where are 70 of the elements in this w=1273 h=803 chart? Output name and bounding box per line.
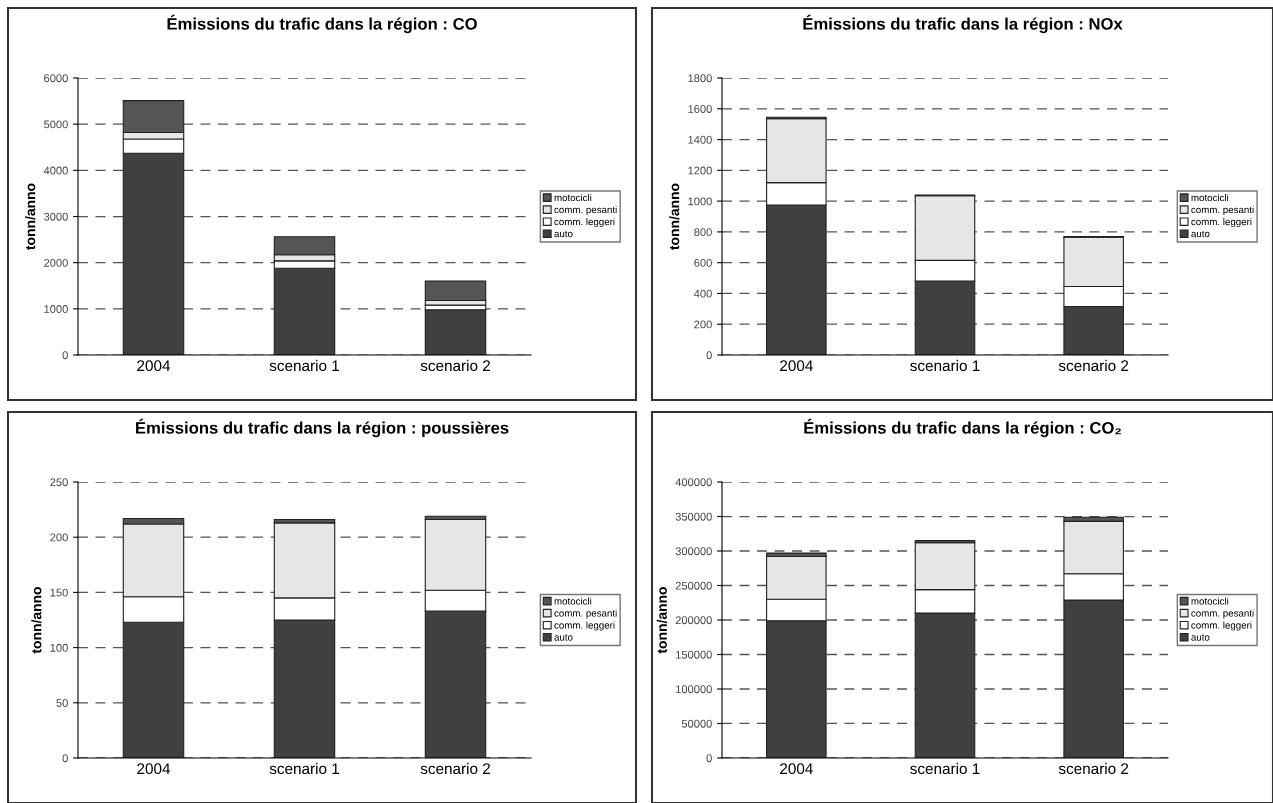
x-tick-label: 2004 — [137, 763, 171, 775]
chart-title: Émissions du trafic dans la région : poussières — [136, 418, 509, 438]
y-axis-title: tonn/anno — [25, 183, 36, 250]
y-tick-label: 50 — [56, 699, 68, 707]
chart-title: Émissions du trafic dans la région : NOx — [803, 14, 1123, 34]
x-tick-label: scenario 2 — [1058, 762, 1129, 775]
y-tick-label: 0 — [706, 754, 712, 763]
y-tick-label: 200000 — [675, 616, 712, 625]
y-tick-label: 150000 — [676, 650, 712, 659]
y-tick-label: 100 — [50, 643, 68, 652]
y-tick-label: 1000 — [688, 197, 712, 206]
y-tick-label: 50000 — [681, 719, 712, 728]
legend-label: auto — [554, 230, 573, 238]
y-tick-label: 2000 — [44, 258, 68, 267]
y-tick-label: 400 — [694, 289, 712, 298]
bar — [424, 280, 487, 302]
legend-label: comm. leggeri — [1191, 218, 1252, 228]
x-tick-label: scenario 1 — [269, 359, 339, 372]
legend-label: auto — [1191, 230, 1210, 238]
y-axis-title: tonn/anno — [31, 586, 42, 654]
legend-label: comm. pesanti — [554, 609, 617, 619]
y-tick-label: 200 — [50, 533, 68, 542]
bar — [424, 309, 487, 355]
x-tick-label: scenario 2 — [1058, 359, 1129, 372]
x-tick-label: 2004 — [137, 360, 171, 372]
y-tick-label: 100000 — [676, 685, 712, 694]
legend-label: motocicli — [554, 193, 592, 202]
y-tick-label: 4000 — [43, 166, 68, 175]
legend-label: comm. leggeri — [1191, 621, 1252, 631]
y-tick-label: 350000 — [675, 512, 712, 521]
legend-label: motocicli — [554, 597, 592, 605]
y-tick-label: 1600 — [688, 105, 712, 113]
chart-title: Émissions du trafic dans la région : CO₂ — [804, 418, 1121, 438]
y-tick-label: 0 — [62, 754, 68, 763]
y-tick-label: 3000 — [43, 212, 68, 221]
legend-label: comm. leggeri — [554, 218, 615, 228]
legend-label: auto — [1191, 634, 1210, 641]
y-tick-label: 800 — [694, 228, 712, 237]
y-tick-label: 600 — [694, 258, 712, 267]
y-tick-label: 200 — [694, 320, 712, 329]
y-tick-label: 400000 — [675, 478, 712, 487]
x-tick-label: scenario 2 — [420, 359, 490, 372]
y-axis-title: tonn/anno — [669, 183, 680, 250]
legend-label: comm. pesanti — [1191, 205, 1254, 216]
y-tick-label: 1000 — [44, 305, 68, 313]
x-tick-label: scenario 1 — [269, 762, 339, 775]
legend-label: motocicli — [1191, 193, 1229, 202]
y-tick-label: 1400 — [688, 135, 712, 144]
legend-label: auto — [554, 634, 573, 641]
y-tick-label: 1800 — [688, 74, 712, 83]
legend-label: comm. pesanti — [1191, 609, 1254, 619]
y-tick-label: 250000 — [675, 581, 712, 590]
y-tick-label: 6000 — [44, 74, 68, 83]
x-tick-label: 2004 — [780, 763, 813, 775]
x-tick-label: scenario 1 — [910, 762, 980, 775]
y-tick-label: 150 — [50, 588, 68, 597]
x-tick-label: scenario 2 — [420, 762, 490, 775]
y-tick-label: 5000 — [44, 120, 68, 129]
chart-title: Émissions du trafic dans la région : CO — [167, 14, 477, 34]
y-tick-label: 0 — [706, 351, 712, 360]
x-tick-label: 2004 — [780, 360, 813, 372]
legend-label: comm. pesanti — [554, 205, 617, 216]
y-tick-label: 0 — [62, 351, 68, 360]
y-tick-label: 1200 — [688, 166, 712, 175]
y-tick-label: 250 — [50, 478, 68, 487]
x-tick-label: scenario 1 — [910, 359, 980, 372]
y-axis-title: tonn/anno — [656, 586, 668, 654]
legend-label: motocicli — [1191, 597, 1229, 605]
y-tick-label: 300000 — [675, 547, 712, 556]
legend-label: comm. leggeri — [554, 621, 615, 631]
